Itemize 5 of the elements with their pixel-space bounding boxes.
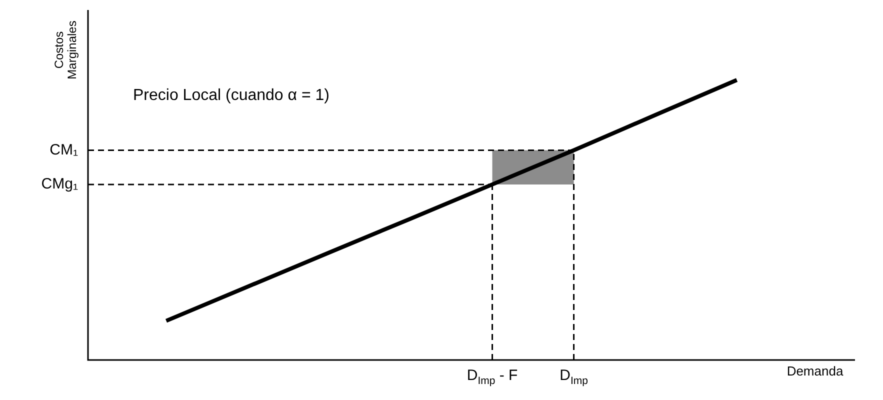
y-axis-title: Costos Marginales	[52, 20, 79, 80]
ref-line-label: CM₁	[50, 141, 78, 158]
annotation: Precio Local (cuando α = 1)	[133, 87, 330, 104]
ref-line-label: CMg₁	[41, 176, 78, 193]
x-axis-title: Demanda	[786, 364, 844, 379]
